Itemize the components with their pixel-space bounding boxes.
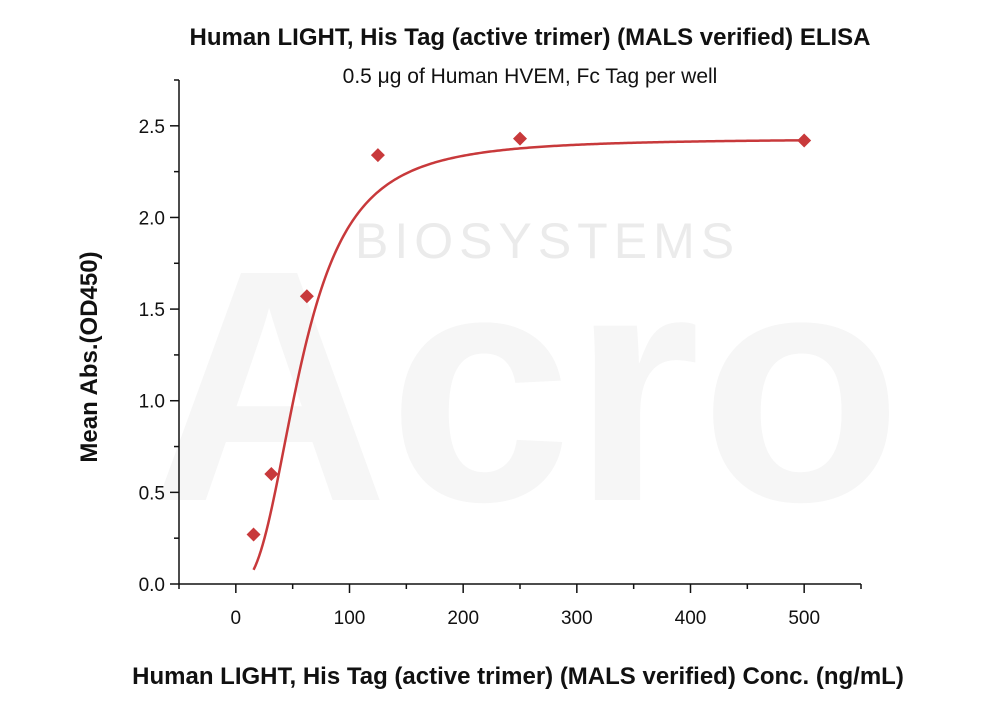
data-point bbox=[264, 467, 279, 482]
y-tick-label: 0.5 bbox=[139, 483, 165, 504]
x-tick-label: 400 bbox=[675, 608, 707, 629]
data-point bbox=[246, 527, 261, 542]
data-point bbox=[797, 133, 812, 148]
watermark-brand: Acro bbox=[150, 201, 902, 570]
data-points bbox=[246, 131, 812, 542]
y-tick-label: 0.0 bbox=[139, 575, 165, 596]
x-tick-label: 200 bbox=[447, 608, 479, 629]
y-axis-ticks: 0.0 0.5 1.0 1.5 2.0 2.5 bbox=[139, 79, 179, 596]
x-axis-ticks: 0 100 200 300 400 500 bbox=[178, 584, 862, 629]
x-tick-label: 100 bbox=[334, 608, 366, 629]
data-point bbox=[299, 289, 314, 304]
y-tick-label: 1.5 bbox=[139, 300, 165, 321]
y-axis-label: Mean Abs.(OD450) bbox=[76, 251, 103, 462]
data-point bbox=[370, 148, 385, 163]
x-tick-label: 0 bbox=[231, 608, 242, 629]
x-axis-label: Human LIGHT, His Tag (active trimer) (MA… bbox=[132, 663, 904, 690]
watermark-subtext: BIOSYSTEMS bbox=[355, 213, 740, 269]
data-point bbox=[513, 131, 527, 146]
x-tick-label: 300 bbox=[561, 608, 593, 629]
y-tick-label: 2.0 bbox=[139, 208, 165, 229]
watermark: Acro BIOSYSTEMS bbox=[150, 201, 902, 570]
chart-subtitle: 0.5 μg of Human HVEM, Fc Tag per well bbox=[343, 65, 718, 88]
chart-title: Human LIGHT, His Tag (active trimer) (MA… bbox=[190, 24, 871, 51]
y-tick-label: 2.5 bbox=[139, 117, 165, 138]
fit-curve bbox=[252, 139, 805, 571]
x-tick-label: 500 bbox=[788, 608, 820, 629]
y-tick-label: 1.0 bbox=[139, 392, 165, 413]
